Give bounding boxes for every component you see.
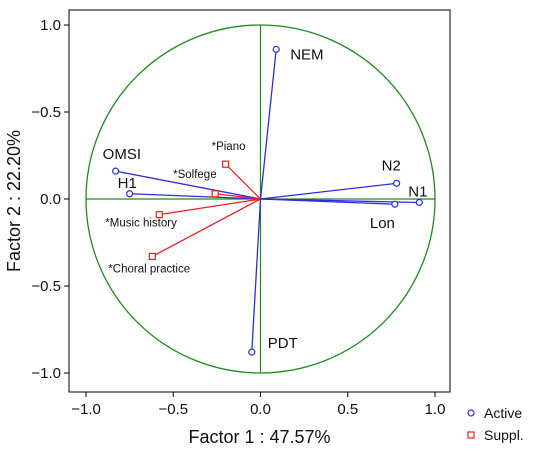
legend-label-active: Active bbox=[484, 405, 522, 421]
point-label-solfege: *Solfege bbox=[173, 169, 216, 181]
point-label-pdt: PDT bbox=[268, 335, 298, 352]
y-tick-label: 1.0 bbox=[40, 17, 61, 34]
vector-solfege bbox=[215, 193, 261, 200]
y-tick-label: −0.5 bbox=[31, 278, 61, 295]
plot-area bbox=[68, 9, 451, 393]
vector-nem bbox=[259, 49, 277, 200]
suppl-point-piano bbox=[222, 160, 230, 168]
unit-circle bbox=[85, 24, 436, 374]
suppl-point-choral-practice bbox=[148, 252, 156, 261]
x-tick-label: 0.0 bbox=[250, 401, 271, 418]
point-label-nem: NEM bbox=[290, 46, 323, 63]
x-axis-label: Factor 1 : 47.57% bbox=[188, 427, 330, 447]
x-tick-label: 0.5 bbox=[337, 401, 358, 418]
point-labels: NEM OMSI H1 N2 N1 Lon PDT *Piano *Solfege *Music … bbox=[103, 46, 428, 352]
vector-choral-practice bbox=[152, 198, 261, 257]
y-axis-label: Factor 2 : 22.20% bbox=[4, 130, 24, 272]
legend-marker-active bbox=[467, 409, 475, 417]
x-tick-label: 1.0 bbox=[425, 401, 446, 418]
vector-omsi bbox=[115, 170, 261, 200]
vectors bbox=[112, 45, 423, 356]
point-label-piano: *Piano bbox=[212, 141, 246, 153]
x-tick-label: −0.5 bbox=[158, 401, 188, 418]
point-label-choral-practice: *Choral practice bbox=[108, 263, 190, 275]
vector-lon bbox=[260, 198, 395, 205]
y-tick-label: 0.0 bbox=[40, 191, 61, 208]
active-point-lon bbox=[391, 200, 399, 208]
active-point-omsi bbox=[112, 167, 120, 175]
axis-ticks: −1.0 −0.5 0.0 0.5 1.0 1.0 −0.5 0.0 −0.5 −1.0 bbox=[31, 17, 445, 418]
y-tick-label: −1.0 bbox=[31, 365, 61, 382]
active-point-n2 bbox=[393, 179, 401, 187]
y-tick-label: −0.5 bbox=[31, 104, 61, 121]
vector-pdt bbox=[251, 198, 262, 353]
point-label-n2: N2 bbox=[382, 157, 401, 174]
suppl-point-solfege bbox=[211, 190, 219, 198]
correlation-circle bbox=[85, 24, 436, 374]
plot-frame bbox=[68, 9, 451, 393]
point-label-lon: Lon bbox=[370, 215, 395, 232]
vector-n2 bbox=[260, 182, 397, 200]
point-label-n1: N1 bbox=[408, 183, 427, 200]
vector-music-history bbox=[159, 198, 261, 216]
active-point-n1 bbox=[415, 198, 423, 207]
legend-marker-suppl bbox=[467, 431, 475, 439]
vector-h1 bbox=[129, 193, 261, 200]
active-point-nem bbox=[272, 45, 280, 53]
point-label-h1: H1 bbox=[118, 175, 137, 192]
point-label-music-history: *Music history bbox=[105, 218, 177, 230]
vector-piano bbox=[225, 163, 261, 200]
suppl-point-music-history bbox=[155, 211, 163, 219]
point-label-omsi: OMSI bbox=[103, 146, 141, 163]
active-point-h1 bbox=[126, 190, 134, 198]
x-tick-label: −1.0 bbox=[71, 401, 101, 418]
legend: Active Suppl. bbox=[467, 405, 524, 443]
legend-label-suppl: Suppl. bbox=[484, 427, 524, 443]
active-point-pdt bbox=[248, 348, 256, 356]
